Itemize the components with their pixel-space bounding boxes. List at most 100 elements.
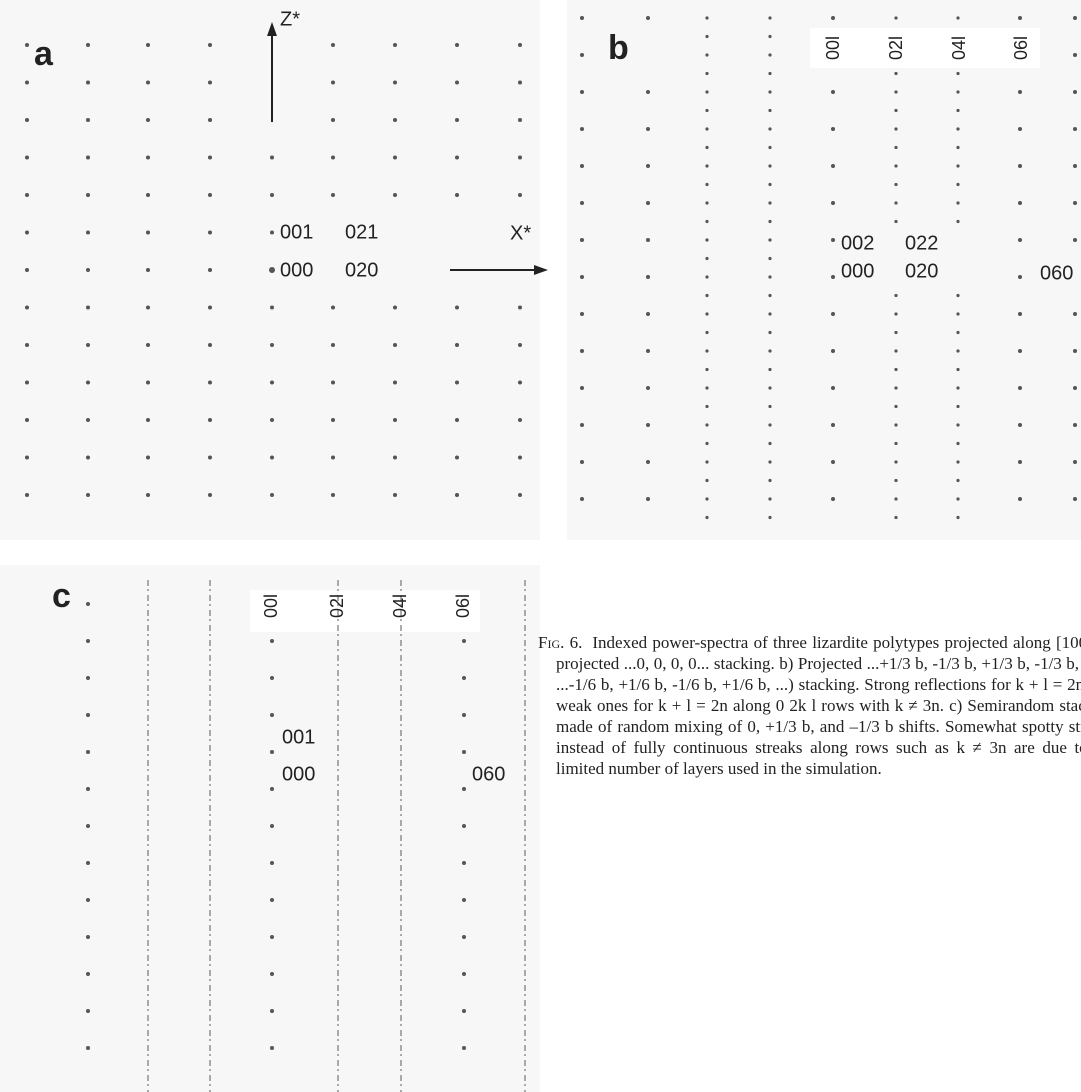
spot — [894, 201, 897, 204]
spot — [705, 294, 708, 297]
spot — [1073, 386, 1077, 390]
spot — [86, 306, 90, 310]
index-label: 000 — [282, 763, 315, 785]
spot — [331, 418, 335, 422]
spot — [146, 118, 150, 122]
spot — [768, 497, 771, 500]
spot — [646, 201, 650, 205]
index-label: 020 — [345, 259, 378, 281]
spot — [580, 53, 584, 57]
spot — [393, 156, 397, 160]
spot — [208, 381, 212, 385]
spot — [894, 368, 897, 371]
spot — [768, 16, 771, 19]
spot — [1018, 312, 1022, 316]
spot — [705, 442, 708, 445]
spot — [894, 294, 897, 297]
spot — [86, 602, 90, 606]
spot — [146, 81, 150, 85]
spot — [208, 493, 212, 497]
spot — [270, 1046, 274, 1050]
spot — [705, 238, 708, 241]
spot — [86, 343, 90, 347]
spot — [518, 81, 522, 85]
spot — [462, 713, 466, 717]
spot — [25, 493, 29, 497]
spot — [393, 43, 397, 47]
spot — [705, 497, 708, 500]
spot — [270, 824, 274, 828]
spot — [646, 349, 650, 353]
spot — [270, 639, 274, 643]
spot — [580, 164, 584, 168]
spot — [580, 127, 584, 131]
spot — [894, 90, 897, 93]
spot — [831, 164, 835, 168]
figure-page: a Z* X* 001 021 000 020 b 00l 02l 04l 06… — [0, 0, 1081, 1092]
spot — [705, 423, 708, 426]
spot — [208, 43, 212, 47]
spot — [1018, 460, 1022, 464]
spot — [86, 861, 90, 865]
spot — [208, 268, 212, 272]
spot — [956, 90, 959, 93]
spot — [705, 127, 708, 130]
spot — [1018, 201, 1022, 205]
spot — [580, 275, 584, 279]
spot — [956, 460, 959, 463]
spot — [270, 456, 274, 460]
index-label: 021 — [345, 221, 378, 243]
spot — [705, 90, 708, 93]
spot — [86, 935, 90, 939]
spot — [646, 497, 650, 501]
spot — [25, 231, 29, 235]
panel-c-bg — [0, 565, 540, 1092]
index-label: 000 — [841, 260, 874, 282]
spot — [270, 343, 274, 347]
spot — [146, 418, 150, 422]
spot — [146, 381, 150, 385]
spot — [462, 898, 466, 902]
spot — [25, 418, 29, 422]
spot — [455, 493, 459, 497]
spot — [455, 418, 459, 422]
spot — [646, 90, 650, 94]
spot — [646, 16, 650, 20]
index-label: 001 — [282, 726, 315, 748]
spot — [580, 460, 584, 464]
spot — [208, 306, 212, 310]
row-label: 00l — [261, 594, 281, 618]
spot — [705, 72, 708, 75]
spot — [956, 294, 959, 297]
spot — [894, 16, 897, 19]
spot — [270, 231, 274, 235]
spot — [331, 43, 335, 47]
spot — [393, 493, 397, 497]
spot — [956, 368, 959, 371]
spot — [331, 456, 335, 460]
spot — [25, 118, 29, 122]
spot — [86, 750, 90, 754]
spot — [25, 306, 29, 310]
spot — [455, 456, 459, 460]
spot — [580, 238, 584, 242]
spot — [956, 405, 959, 408]
spot — [331, 156, 335, 160]
spot — [956, 516, 959, 519]
panel-letter: a — [34, 35, 54, 73]
row-label: 06l — [453, 594, 473, 618]
spot — [646, 386, 650, 390]
spot — [86, 193, 90, 197]
spot — [831, 201, 835, 205]
index-label: 000 — [280, 259, 313, 281]
spot — [768, 53, 771, 56]
spot — [86, 381, 90, 385]
spot — [705, 386, 708, 389]
spot — [705, 16, 708, 19]
spot — [894, 349, 897, 352]
spot — [270, 713, 274, 717]
index-label: 060 — [472, 763, 505, 785]
spot — [768, 35, 771, 38]
spot — [768, 442, 771, 445]
spot — [393, 118, 397, 122]
